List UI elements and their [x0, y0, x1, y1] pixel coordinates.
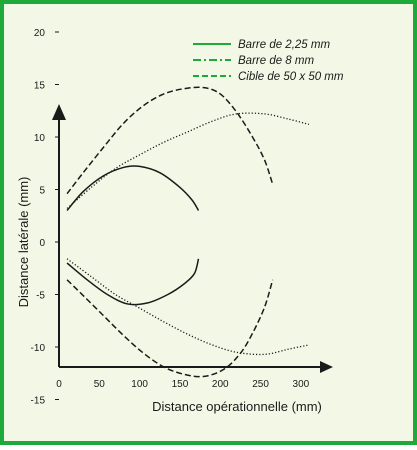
x-axis-label: Distance opérationnelle (mm): [152, 399, 322, 414]
y-tick-label: 15: [34, 81, 46, 92]
y-tick-label: 5: [39, 186, 45, 197]
x-tick-label: 300: [293, 379, 310, 390]
legend-label-1: Barre de 2,25 mm: [238, 39, 330, 51]
series-group: [66, 86, 310, 378]
y-tick-label: 20: [34, 28, 46, 39]
series-line-5: [66, 86, 274, 195]
series-line-3: [66, 112, 310, 209]
legend: Barre de 2,25 mm Barre de 8 mm Cible de 50…: [193, 39, 344, 83]
y-axis-label: Distance latérale (mm): [16, 177, 31, 308]
y-tick-label: -10: [31, 343, 46, 354]
y-tick-label: -5: [36, 291, 45, 302]
x-axis-arrow: [320, 361, 333, 373]
series-line-1: [66, 165, 200, 211]
x-tick-label: 200: [212, 379, 229, 390]
legend-label-3: Cible de 50 x 50 mm: [238, 71, 344, 83]
x-tick-label: 100: [131, 379, 148, 390]
x-tick-label: 50: [94, 379, 106, 390]
y-tick-label: 10: [34, 133, 46, 144]
x-tick-label: 250: [252, 379, 269, 390]
x-tick-label: 150: [172, 379, 189, 390]
series-line-6: [66, 279, 274, 378]
legend-label-2: Barre de 8 mm: [238, 55, 314, 67]
axes: [52, 104, 333, 373]
y-tick-label: -15: [31, 396, 46, 407]
x-tick-label: 0: [56, 379, 62, 390]
y-axis-arrow: [52, 104, 66, 120]
series-line-4: [66, 258, 310, 356]
y-tick-label: 0: [39, 238, 45, 249]
series-line-2: [66, 258, 200, 306]
